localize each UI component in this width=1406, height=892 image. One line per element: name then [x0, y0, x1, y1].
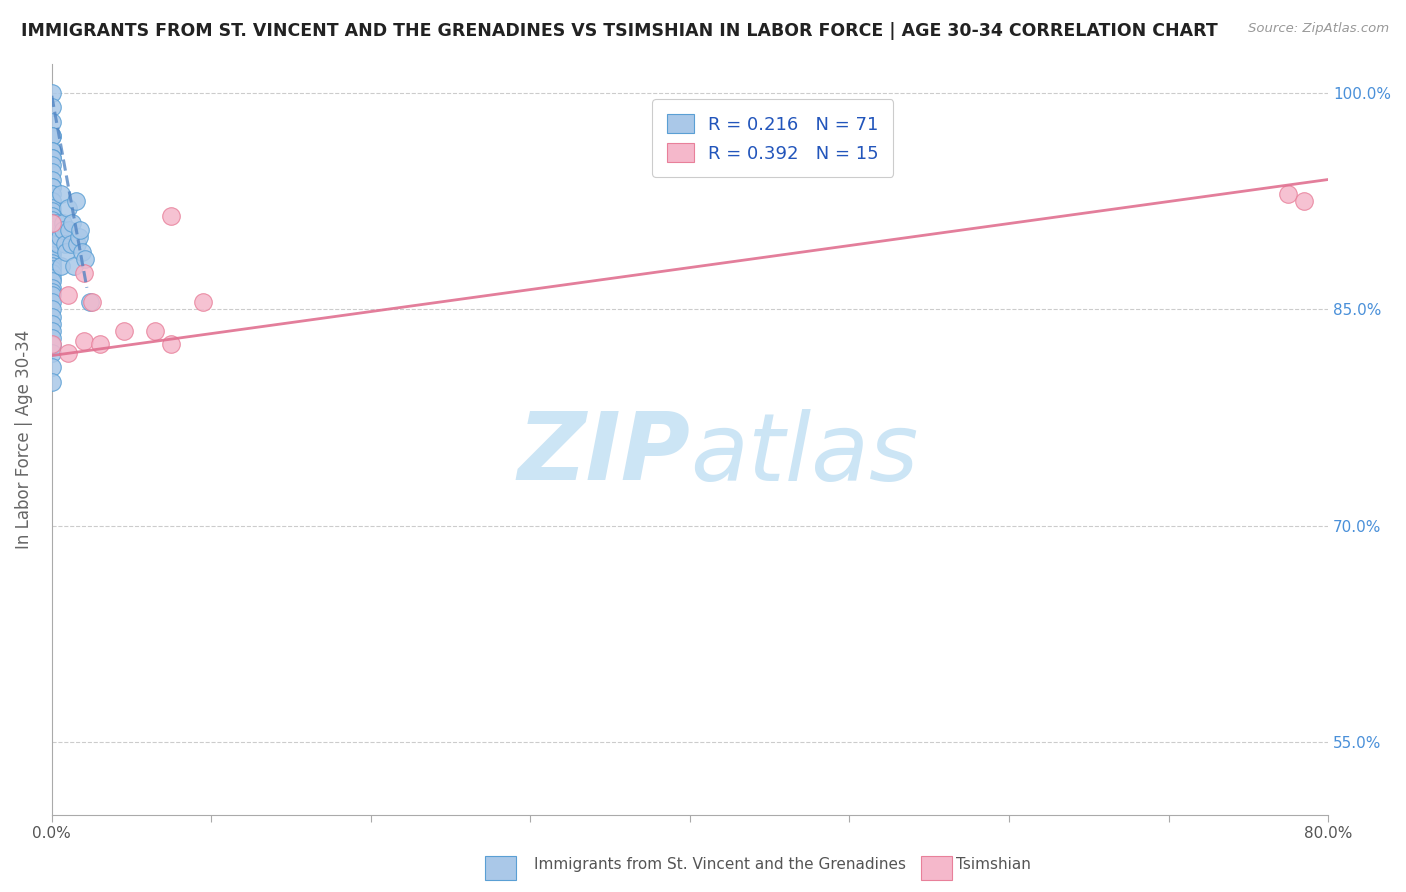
Point	[56, 288, 79, 302]
Point	[41, 310, 63, 324]
Point	[41, 285, 63, 299]
Point	[193, 295, 215, 310]
Point	[41, 262, 63, 277]
Point	[41, 151, 63, 165]
Y-axis label: In Labor Force | Age 30-34: In Labor Force | Age 30-34	[15, 330, 32, 549]
Point	[41, 220, 63, 235]
Point	[41, 129, 63, 144]
Point	[41, 172, 63, 186]
Point	[58, 223, 80, 237]
Point	[79, 295, 101, 310]
Point	[41, 86, 63, 100]
Point	[41, 230, 63, 244]
Text: Tsimshian: Tsimshian	[956, 857, 1031, 872]
Text: atlas: atlas	[690, 409, 918, 500]
Point	[41, 115, 63, 129]
Point	[41, 360, 63, 375]
Point	[41, 194, 63, 209]
Point	[41, 129, 63, 144]
Point	[67, 230, 90, 244]
Point	[56, 202, 79, 216]
Point	[41, 158, 63, 172]
Text: Immigrants from St. Vincent and the Grenadines: Immigrants from St. Vincent and the Gren…	[534, 857, 907, 872]
Point	[112, 324, 135, 338]
Point	[41, 204, 63, 219]
Point	[55, 244, 77, 259]
Point	[41, 186, 63, 201]
Point	[41, 345, 63, 359]
Point	[41, 240, 63, 254]
Point	[145, 324, 167, 338]
Point	[41, 194, 63, 209]
Point	[45, 216, 67, 230]
Point	[69, 223, 91, 237]
Point	[62, 216, 84, 230]
Point	[41, 338, 63, 352]
Point	[41, 144, 63, 158]
Point	[41, 244, 63, 259]
Point	[65, 194, 87, 209]
Point	[63, 259, 86, 273]
Point	[41, 151, 63, 165]
Point	[41, 317, 63, 331]
Point	[48, 230, 70, 244]
Point	[41, 331, 63, 345]
Legend: R = 0.216   N = 71, R = 0.392   N = 15: R = 0.216 N = 71, R = 0.392 N = 15	[652, 99, 893, 177]
Text: IMMIGRANTS FROM ST. VINCENT AND THE GRENADINES VS TSIMSHIAN IN LABOR FORCE | AGE: IMMIGRANTS FROM ST. VINCENT AND THE GREN…	[21, 22, 1218, 40]
Point	[41, 237, 63, 252]
Point	[73, 334, 96, 348]
Point	[51, 259, 73, 273]
Point	[160, 337, 183, 351]
Point	[41, 233, 63, 247]
Point	[41, 266, 63, 280]
Point	[41, 179, 63, 194]
Point	[41, 216, 63, 230]
Text: Source: ZipAtlas.com: Source: ZipAtlas.com	[1249, 22, 1389, 36]
Point	[75, 252, 97, 266]
Point	[41, 324, 63, 338]
Point	[41, 256, 63, 270]
Point	[56, 345, 79, 359]
Point	[41, 281, 63, 295]
Point	[41, 213, 63, 227]
Point	[66, 237, 89, 252]
Point	[41, 270, 63, 285]
Text: ZIP: ZIP	[517, 409, 690, 500]
Point	[41, 259, 63, 273]
Point	[52, 216, 75, 230]
Point	[80, 295, 103, 310]
Point	[41, 337, 63, 351]
Point	[46, 237, 69, 252]
Point	[160, 209, 183, 223]
Point	[41, 216, 63, 230]
Point	[41, 247, 63, 261]
Point	[41, 144, 63, 158]
Point	[89, 337, 111, 351]
Point	[41, 302, 63, 317]
Point	[41, 179, 63, 194]
Point	[41, 202, 63, 216]
Point	[41, 295, 63, 310]
Point	[70, 244, 93, 259]
Point	[52, 223, 75, 237]
Point	[41, 288, 63, 302]
Point	[41, 165, 63, 179]
Point	[41, 375, 63, 389]
Point	[51, 186, 73, 201]
Point	[41, 252, 63, 266]
Point	[41, 100, 63, 114]
Point	[53, 237, 76, 252]
Point	[1277, 186, 1299, 201]
Point	[41, 209, 63, 223]
Point	[59, 237, 82, 252]
Point	[73, 266, 96, 280]
Point	[1294, 194, 1316, 209]
Point	[41, 223, 63, 237]
Point	[41, 274, 63, 288]
